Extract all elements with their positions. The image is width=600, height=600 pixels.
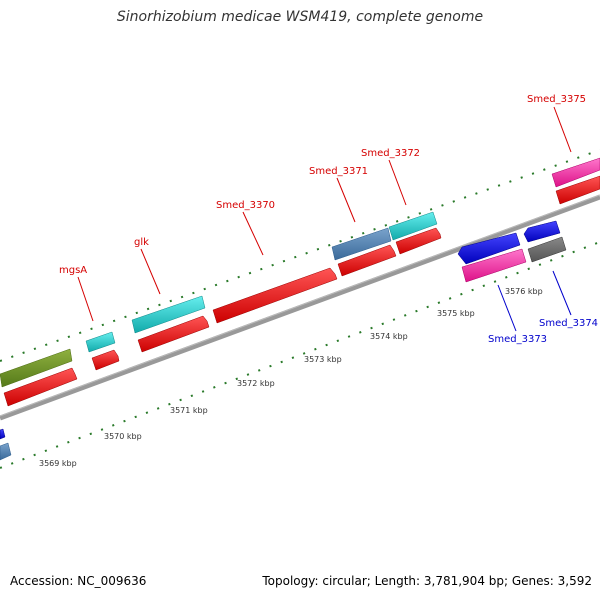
gene-cyan-smed3372[interactable] xyxy=(388,211,438,241)
gene-gray-smed3374[interactable] xyxy=(527,236,567,263)
leader-smed3370 xyxy=(242,211,264,256)
leader-smed3373 xyxy=(497,284,517,332)
tick-label-3572: 3572 kbp xyxy=(237,379,275,388)
map-title: Sinorhizobium medicae WSM419, complete g… xyxy=(116,9,484,25)
leader-glk xyxy=(140,248,161,295)
accession-text: Accession: NC_009636 xyxy=(10,574,147,588)
leader-smed3372 xyxy=(388,159,407,206)
label-smed3370[interactable]: Smed_3370 xyxy=(216,200,275,211)
label-smed3373[interactable]: Smed_3373 xyxy=(488,334,547,345)
tick-label-3575: 3575 kbp xyxy=(437,309,475,318)
leader-smed3374 xyxy=(552,270,572,316)
tick-label-3576: 3576 kbp xyxy=(505,287,543,296)
leader-smed3375 xyxy=(553,106,572,153)
label-smed3374[interactable]: Smed_3374 xyxy=(539,318,598,329)
gene-blue-left-edge[interactable] xyxy=(0,428,6,440)
genome-stats-text: Topology: circular; Length: 3,781,904 bp… xyxy=(262,574,592,588)
label-glk[interactable]: glk xyxy=(134,237,149,248)
cds-red-smed3375[interactable] xyxy=(555,175,600,205)
genome-backbone xyxy=(0,194,600,421)
tick-label-3573: 3573 kbp xyxy=(304,355,342,364)
gene-blue-smed3373[interactable] xyxy=(457,232,521,265)
gene-pink-smed3375[interactable] xyxy=(551,157,600,188)
gene-steel-left-edge[interactable] xyxy=(0,442,12,461)
tick-label-3569: 3569 kbp xyxy=(39,459,77,468)
reverse-tick-track xyxy=(0,241,600,469)
gene-olive[interactable] xyxy=(0,348,73,388)
cds-red-smed3372[interactable] xyxy=(395,227,442,255)
tick-label-3570: 3570 kbp xyxy=(104,432,142,441)
cds-red-glk[interactable] xyxy=(137,315,210,353)
label-smed3372[interactable]: Smed_3372 xyxy=(361,148,420,159)
leader-smed3371 xyxy=(336,177,356,223)
cds-red-smed3370[interactable] xyxy=(212,267,338,324)
gene-pink-smed3373[interactable] xyxy=(461,248,527,283)
gene-cyan-glk[interactable] xyxy=(131,295,206,334)
gene-cyan-mgsA-neighbor[interactable] xyxy=(85,331,116,353)
tick-label-3574: 3574 kbp xyxy=(370,332,408,341)
cds-red-smed3371[interactable] xyxy=(337,244,397,277)
gene-steelblue-smed3371[interactable] xyxy=(331,227,392,261)
label-mgsA[interactable]: mgsA xyxy=(59,265,87,276)
cds-red-1[interactable] xyxy=(3,367,78,407)
label-smed3375[interactable]: Smed_3375 xyxy=(527,94,586,105)
gene-blue-smed3374[interactable] xyxy=(523,220,561,243)
label-smed3371[interactable]: Smed_3371 xyxy=(309,166,368,177)
cds-red-mgsA[interactable] xyxy=(91,349,120,371)
tick-label-3571: 3571 kbp xyxy=(170,406,208,415)
leader-mgsA xyxy=(77,276,94,322)
